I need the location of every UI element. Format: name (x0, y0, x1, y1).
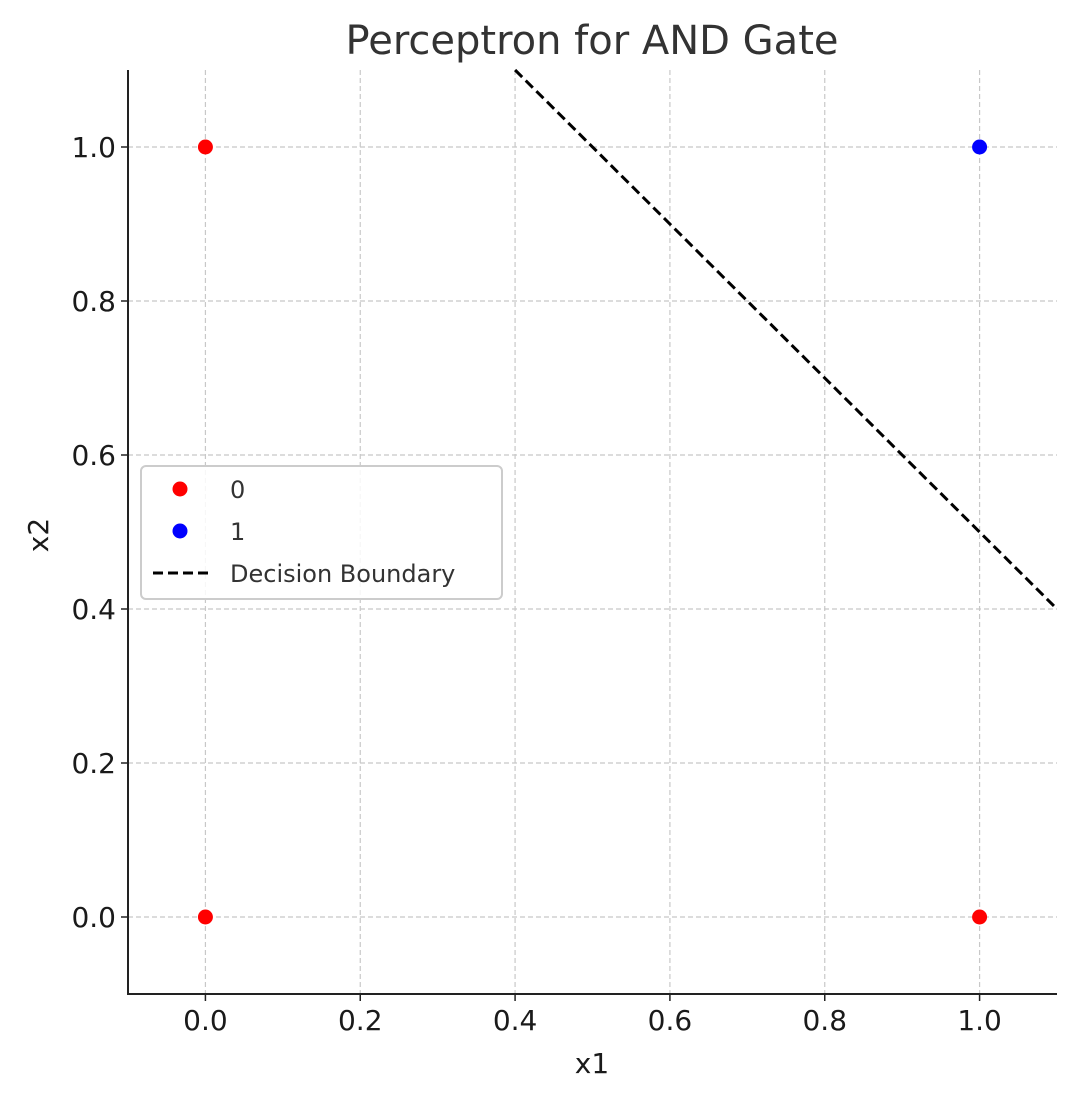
decision-boundary-line (514, 68, 1059, 611)
x-tick-label: 0.2 (338, 1004, 383, 1037)
y-tick-label: 1.0 (71, 131, 116, 164)
y-axis-label: x2 (22, 518, 55, 552)
legend: 0 1 Decision Boundary (140, 465, 503, 600)
x-tick-label: 1.0 (957, 1004, 1002, 1037)
data-point-class-0 (972, 909, 988, 925)
y-tick-label: 0.2 (71, 747, 116, 780)
x-tick-label: 0.0 (183, 1004, 228, 1037)
legend-marker-1 (172, 523, 188, 539)
data-point-class-0 (197, 909, 213, 925)
x-axis-label: x1 (575, 1047, 609, 1080)
legend-marker-0 (172, 481, 188, 497)
legend-label: Decision Boundary (230, 560, 455, 588)
y-tick-label: 0.6 (71, 439, 116, 472)
chart-title: Perceptron for AND Gate (346, 18, 839, 64)
x-tick-label: 0.8 (802, 1004, 847, 1037)
plot-area (197, 68, 1059, 925)
legend-label: 1 (230, 518, 245, 546)
data-point-class-1 (972, 139, 988, 155)
tick-labels: 0.0 0.2 0.4 0.6 0.8 1.0 0.0 0.2 0.4 0.6 0.8 1.0 (71, 131, 1001, 1037)
data-point-class-0 (197, 139, 213, 155)
y-tick-label: 0.0 (71, 901, 116, 934)
y-tick-label: 0.8 (71, 285, 116, 318)
y-tick-label: 0.4 (71, 593, 116, 626)
x-tick-label: 0.4 (493, 1004, 538, 1037)
x-tick-label: 0.6 (648, 1004, 693, 1037)
axes (121, 70, 1057, 1001)
legend-box (140, 465, 503, 600)
legend-label: 0 (230, 476, 245, 504)
